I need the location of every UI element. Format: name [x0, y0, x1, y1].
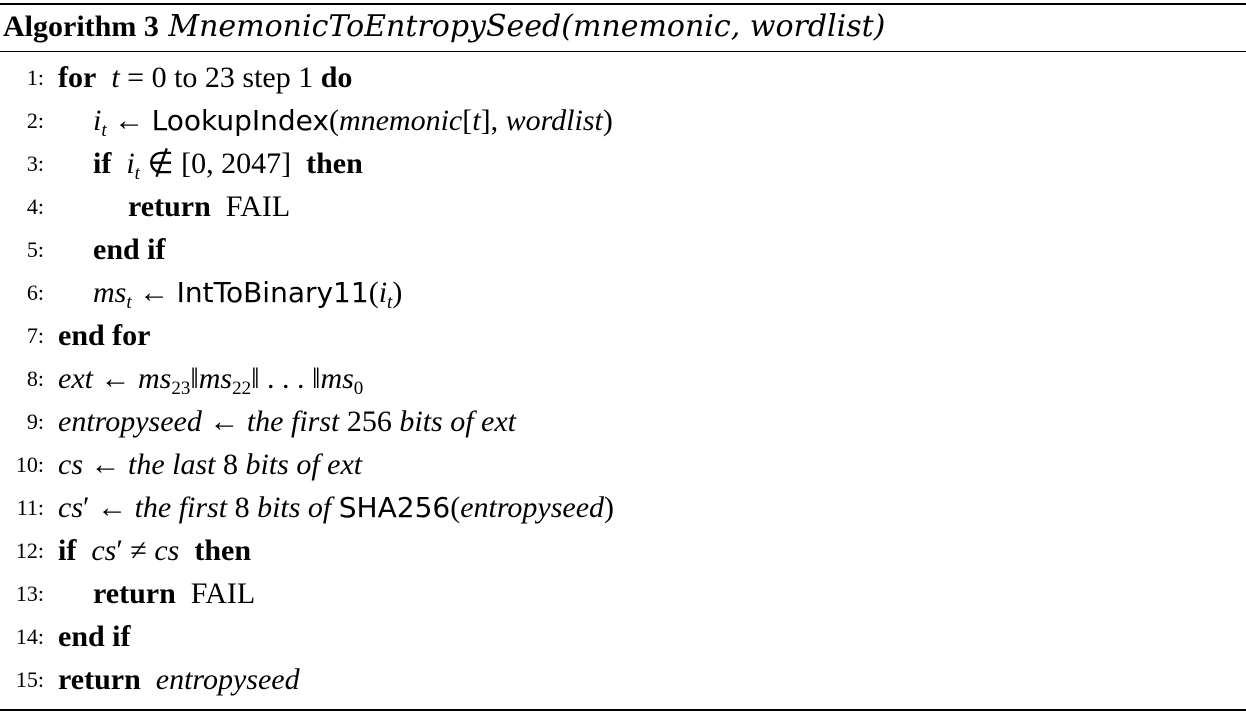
algorithm-line: 13: return FAIL: [0, 572, 1246, 615]
algorithm-line: 12: if cs′ ≠ cs then: [0, 529, 1246, 572]
line-code: cs′ ← the first 8 bits of SHA256(entropy…: [58, 491, 615, 524]
top-rule: [0, 3, 1246, 5]
algorithm-title: Algorithm 3 MnemonicToEntropySeed(mnemon…: [3, 5, 885, 51]
algorithm-line: 7: end for: [0, 314, 1246, 357]
header-rule: [0, 51, 1246, 52]
line-code: end if: [58, 620, 131, 653]
line-number: 4:: [26, 194, 44, 219]
algorithm-line: 8: ext ← ms23‖ms22‖ . . . ‖ms0: [0, 357, 1246, 400]
line-number: 13:: [15, 581, 44, 606]
line-number: 5:: [26, 237, 44, 262]
line-code: return entropyseed: [58, 663, 300, 696]
algorithm-line: 10: cs ← the last 8 bits of ext: [0, 443, 1246, 486]
line-number: 6:: [26, 280, 44, 305]
algorithm-line: 9: entropyseed ← the first 256 bits of ex…: [0, 400, 1246, 443]
algorithm-line: 1: for t = 0 to 23 step 1 do: [0, 56, 1246, 99]
line-code: cs ← the last 8 bits of ext: [58, 448, 363, 481]
algorithm-name: MnemonicToEntropySeed: [168, 9, 562, 44]
bottom-rule: [0, 709, 1246, 711]
algorithm-line: 14: end if: [0, 615, 1246, 658]
line-code: if cs′ ≠ cs then: [58, 534, 252, 567]
line-code: if it ∉ [0, 2047] then: [93, 147, 363, 184]
line-code: it ← LookupIndex(mnemonic[t], wordlist): [93, 104, 613, 141]
line-number: 10:: [15, 452, 44, 477]
line-code: return FAIL: [128, 190, 291, 223]
line-code: entropyseed ← the first 256 bits of ext: [58, 405, 517, 438]
algorithm-line: 3: if it ∉ [0, 2047] then: [0, 142, 1246, 185]
algorithm-line: 11: cs′ ← the first 8 bits of SHA256(entr…: [0, 486, 1246, 529]
algorithm-line: 5: end if: [0, 228, 1246, 271]
line-number: 3:: [26, 151, 44, 176]
algorithm-line: 4: return FAIL: [0, 185, 1246, 228]
algorithm-line: 2: it ← LookupIndex(mnemonic[t], wordlist…: [0, 99, 1246, 142]
line-code: end for: [58, 319, 151, 352]
line-number: 1:: [26, 65, 44, 90]
line-number: 8:: [26, 366, 44, 391]
line-number: 2:: [26, 108, 44, 133]
line-code: for t = 0 to 23 step 1 do: [58, 61, 353, 94]
line-number: 7:: [26, 323, 44, 348]
line-number: 11:: [16, 495, 44, 520]
algorithm-label: Algorithm 3: [3, 10, 159, 43]
line-number: 12:: [15, 538, 44, 563]
line-code: return FAIL: [93, 577, 256, 610]
line-code: ext ← ms23‖ms22‖ . . . ‖ms0: [58, 362, 364, 399]
line-number: 14:: [15, 624, 44, 649]
algorithm-line: 15: return entropyseed: [0, 658, 1246, 701]
line-code: mst ← IntToBinary11(it): [93, 276, 403, 313]
line-code: end if: [93, 233, 166, 266]
line-number: 15:: [15, 667, 44, 692]
algorithm-args: (mnemonic, wordlist): [561, 9, 886, 44]
algorithm-line: 6: mst ← IntToBinary11(it): [0, 271, 1246, 314]
line-number: 9:: [26, 409, 44, 434]
